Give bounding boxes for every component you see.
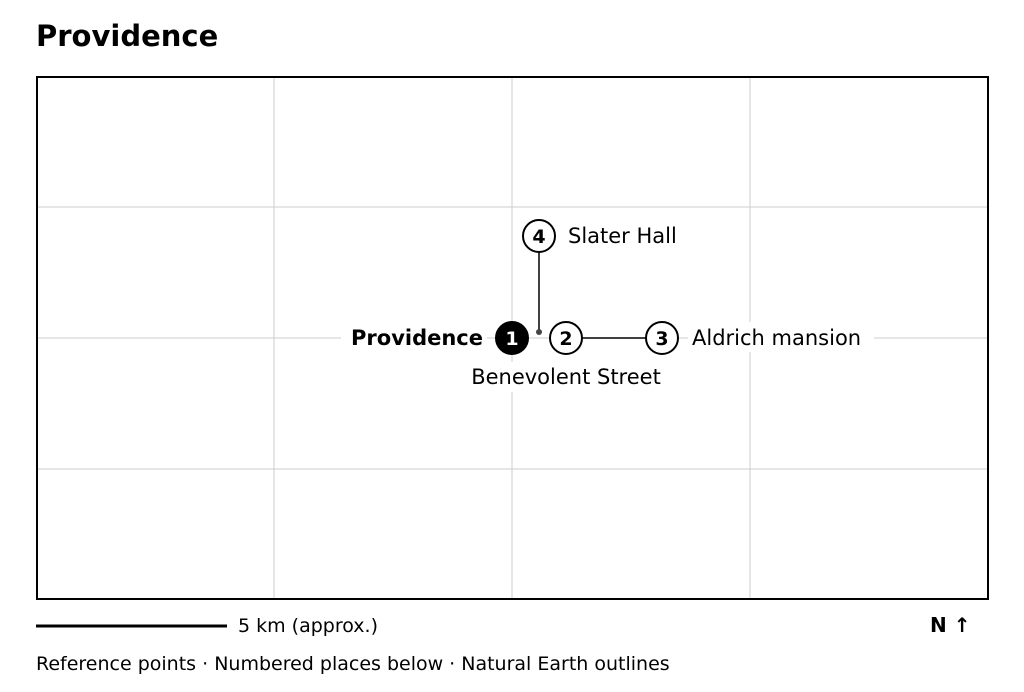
place-marker-1[interactable]: 1	[495, 321, 529, 355]
anchor-dot	[536, 329, 542, 335]
leader-lines	[538, 252, 646, 339]
place-label-providence: Providence	[351, 326, 483, 350]
label-halo	[564, 221, 686, 251]
place-label-benevolent-street: Benevolent Street	[471, 365, 661, 389]
place-marker-number: 4	[532, 226, 545, 248]
scale-bar-label: 5 km (approx.)	[238, 615, 378, 637]
place-marker-2[interactable]: 2	[549, 321, 583, 355]
place-marker-number: 2	[559, 328, 572, 350]
label-halo	[341, 322, 487, 352]
place-label-aldrich-mansion: Aldrich mansion	[692, 326, 861, 350]
label-halo	[464, 362, 670, 392]
place-label-slater-hall: Slater Hall	[568, 224, 677, 248]
footer-note: Reference points · Numbered places below…	[36, 653, 670, 675]
place-marker-4[interactable]: 4	[522, 219, 556, 253]
place-marker-number: 3	[655, 328, 668, 350]
place-marker-3[interactable]: 3	[645, 321, 679, 355]
place-marker-number: 1	[505, 328, 518, 350]
page-title: Providence	[36, 19, 219, 53]
north-arrow: N ↑	[930, 613, 971, 637]
label-halo	[688, 322, 874, 352]
